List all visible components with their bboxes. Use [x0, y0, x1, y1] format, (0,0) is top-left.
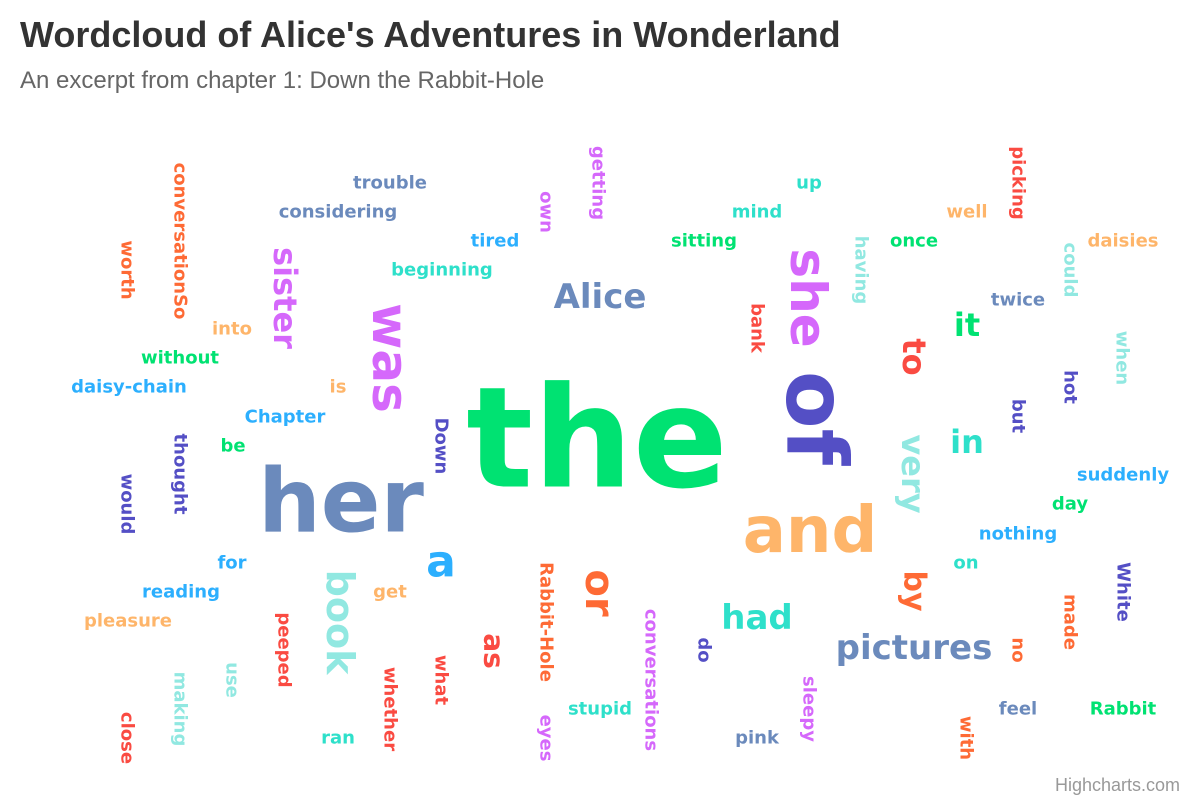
word-be[interactable]: be — [220, 436, 245, 457]
word-no[interactable]: no — [1008, 637, 1029, 662]
word-up[interactable]: up — [796, 173, 822, 194]
word-hot[interactable]: hot — [1060, 370, 1081, 404]
word-rabbit-hole[interactable]: Rabbit-Hole — [536, 562, 557, 682]
word-her[interactable]: her — [258, 450, 424, 553]
word-worth[interactable]: worth — [117, 240, 138, 299]
word-sitting[interactable]: sitting — [671, 231, 737, 252]
word-peeped[interactable]: peeped — [274, 612, 295, 687]
word-chapter[interactable]: Chapter — [245, 407, 326, 428]
word-ran[interactable]: ran — [321, 728, 355, 749]
word-she[interactable]: she — [779, 248, 837, 347]
word-trouble[interactable]: trouble — [353, 173, 427, 194]
word-made[interactable]: made — [1060, 594, 1081, 650]
word-down[interactable]: Down — [431, 418, 452, 475]
word-well[interactable]: well — [946, 202, 987, 223]
word-sister[interactable]: sister — [266, 247, 304, 349]
word-conversations[interactable]: conversations — [641, 609, 662, 751]
word-was[interactable]: was — [361, 303, 419, 413]
word-of[interactable]: of — [767, 371, 865, 467]
word-eyes[interactable]: eyes — [536, 715, 557, 762]
word-close[interactable]: close — [117, 712, 138, 764]
word-use[interactable]: use — [222, 662, 243, 698]
word-sleepy[interactable]: sleepy — [799, 676, 820, 742]
word-whether[interactable]: whether — [380, 667, 401, 751]
word-the[interactable]: the — [466, 358, 728, 521]
word-pictures[interactable]: pictures — [836, 628, 993, 668]
word-beginning[interactable]: beginning — [391, 260, 493, 281]
word-a[interactable]: a — [426, 537, 456, 588]
word-making[interactable]: making — [170, 672, 191, 747]
word-having[interactable]: having — [851, 236, 872, 305]
word-getting[interactable]: getting — [588, 146, 609, 220]
word-nothing[interactable]: nothing — [979, 524, 1057, 545]
word-without[interactable]: without — [141, 348, 219, 369]
word-get[interactable]: get — [373, 582, 407, 603]
word-considering[interactable]: considering — [279, 202, 398, 223]
word-it[interactable]: it — [954, 306, 980, 344]
word-or[interactable]: or — [576, 569, 622, 616]
word-mind[interactable]: mind — [732, 202, 783, 223]
word-into[interactable]: into — [212, 319, 252, 340]
word-very[interactable]: very — [894, 434, 932, 513]
word-when[interactable]: when — [1112, 331, 1133, 385]
credits-link[interactable]: Highcharts.com — [1054, 775, 1180, 795]
word-bank[interactable]: bank — [747, 303, 768, 354]
word-twice[interactable]: twice — [991, 290, 1045, 311]
word-as[interactable]: as — [478, 633, 511, 669]
word-by[interactable]: by — [897, 570, 932, 611]
word-once[interactable]: once — [890, 231, 938, 252]
word-could[interactable]: could — [1060, 243, 1081, 298]
word-reading[interactable]: reading — [142, 582, 220, 603]
word-daisy-chain[interactable]: daisy-chain — [71, 377, 187, 398]
word-suddenly[interactable]: suddenly — [1077, 465, 1169, 486]
word-picking[interactable]: picking — [1008, 146, 1029, 220]
word-what[interactable]: what — [431, 655, 452, 706]
chart-title: Wordcloud of Alice's Adventures in Wonde… — [20, 14, 841, 55]
word-conversationso[interactable]: conversationSo — [170, 163, 191, 320]
word-feel[interactable]: feel — [999, 699, 1037, 720]
word-on[interactable]: on — [953, 553, 978, 574]
word-with[interactable]: with — [956, 716, 977, 760]
word-tired[interactable]: tired — [471, 231, 520, 252]
word-rabbit[interactable]: Rabbit — [1090, 699, 1157, 720]
word-pink[interactable]: pink — [735, 728, 780, 749]
word-white[interactable]: White — [1113, 562, 1134, 622]
word-do[interactable]: do — [694, 637, 715, 662]
word-in[interactable]: in — [950, 423, 984, 461]
word-day[interactable]: day — [1052, 494, 1088, 515]
word-pleasure[interactable]: pleasure — [84, 611, 172, 632]
word-but[interactable]: but — [1008, 399, 1029, 434]
chart-subtitle: An excerpt from chapter 1: Down the Rabb… — [20, 67, 545, 94]
word-and[interactable]: and — [743, 494, 878, 568]
word-book[interactable]: book — [318, 570, 362, 675]
word-own[interactable]: own — [536, 191, 557, 233]
word-had[interactable]: had — [721, 598, 793, 638]
word-for[interactable]: for — [217, 553, 246, 574]
word-is[interactable]: is — [330, 377, 347, 398]
word-daisies[interactable]: daisies — [1087, 231, 1158, 252]
word-to[interactable]: to — [895, 338, 933, 375]
word-alice[interactable]: Alice — [554, 277, 647, 317]
word-stupid[interactable]: stupid — [568, 699, 632, 720]
word-thought[interactable]: thought — [170, 434, 191, 515]
word-would[interactable]: would — [117, 474, 138, 535]
